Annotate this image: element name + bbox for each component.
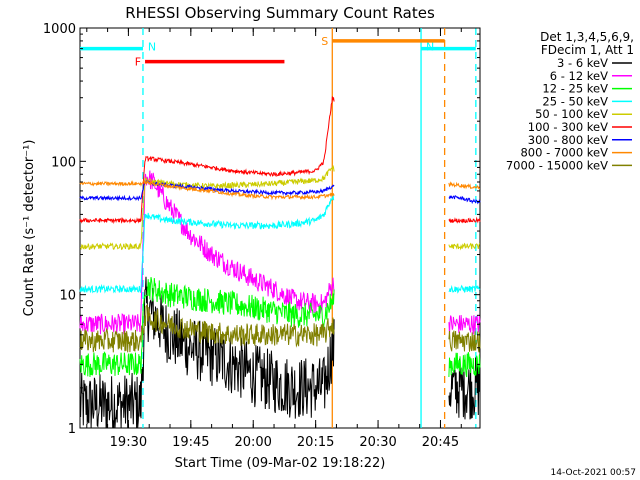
y-tick-label: 1 (68, 422, 76, 437)
legend-entry-label: 25 - 50 keV (542, 94, 608, 108)
legend: Det 1,3,4,5,6,9, FDecim 1, Att 1 3 - 6 k… (506, 30, 634, 172)
y-tick-label: 1000 (43, 22, 76, 37)
legend-entry-label: 12 - 25 keV (542, 82, 608, 96)
timestamp: 14-Oct-2021 00:57 (551, 468, 636, 478)
annotation-layer: N NFS (80, 28, 477, 428)
series-line (79, 180, 481, 205)
x-tick-label: 20:00 (234, 435, 271, 450)
series-line (79, 303, 481, 353)
series-layer (79, 96, 481, 429)
series-line (79, 193, 481, 294)
legend-entry-label: 7000 - 15000 keV (506, 158, 608, 172)
series-line (79, 165, 481, 251)
legend-entry-label: 6 - 12 keV (550, 69, 608, 83)
x-tick-label: 20:30 (359, 435, 396, 450)
legend-entry-label: 50 - 100 keV (535, 107, 608, 121)
x-tick-label: 19:45 (172, 435, 209, 450)
legend-entry-label: 300 - 800 keV (528, 133, 608, 147)
legend-entry-label: 800 - 7000 keV (520, 146, 608, 160)
legend-entry-label: 100 - 300 keV (528, 120, 608, 134)
y-tick-label: 10 (59, 289, 76, 304)
y-tick-label: 100 (51, 155, 76, 170)
annotation-label: S (321, 35, 328, 48)
series-line (79, 277, 481, 378)
x-tick-label: 20:15 (297, 435, 334, 450)
legend-entry-label: 3 - 6 keV (557, 56, 608, 70)
y-axis-label: Count Rate (s⁻¹ detector⁻¹) (22, 140, 37, 317)
annotation-label: N (148, 41, 156, 54)
series-line (79, 96, 481, 225)
x-tick-label: 19:30 (110, 435, 147, 450)
tick-layer: 1 10 100 1000 19:30 19:45 20:00 20:15 20:30 20:45 (43, 22, 480, 450)
x-axis-label: Start Time (09-Mar-02 19:18:22) (175, 456, 386, 471)
legend-header-line-1: Det 1,3,4,5,6,9, (540, 30, 634, 44)
legend-header-line-2: FDecim 1, Att 1 (541, 43, 634, 57)
annotation-label: F (135, 56, 141, 69)
annotation-label: N (426, 41, 434, 54)
series-line (79, 180, 481, 201)
plot-frame (79, 27, 481, 429)
chart-title: RHESSI Observing Summary Count Rates (125, 4, 435, 22)
x-tick-label: 20:45 (422, 435, 459, 450)
